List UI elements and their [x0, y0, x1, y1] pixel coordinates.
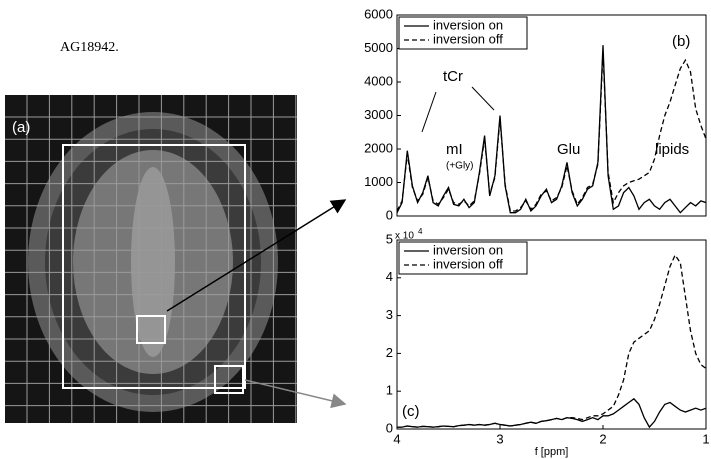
y-tick-label: 0 [386, 207, 393, 222]
annotation: tCr [443, 68, 463, 85]
y-multiplier-exp: 4 [418, 227, 423, 236]
series-line [397, 253, 706, 428]
y-tick-label: 2 [386, 345, 393, 360]
arrow [166, 199, 347, 312]
panel-label: (b) [672, 33, 690, 50]
y-multiplier: x 10 [395, 231, 414, 242]
plot-frame [396, 239, 707, 430]
arrow [244, 379, 347, 409]
x-tick-label: 4 [393, 431, 400, 446]
legend-label: inversion on [433, 17, 503, 32]
y-tick-label: 4000 [364, 73, 393, 88]
panel-label: (c) [402, 403, 420, 420]
series-line [397, 51, 706, 212]
y-tick-label: 0 [386, 420, 393, 435]
annotation: lipids [655, 141, 689, 158]
annotation: (+Gly) [446, 161, 474, 172]
series-line [397, 397, 706, 429]
y-tick-label: 1 [386, 383, 393, 398]
annotation: mI [446, 141, 463, 158]
x-tick-label: 3 [496, 431, 503, 446]
plot-area [397, 253, 706, 429]
panel-label: (a) [12, 119, 30, 136]
y-tick-label: 2000 [364, 140, 393, 155]
y-tick-label: 6000 [364, 6, 393, 21]
legend-box [398, 241, 528, 275]
x-tick-label: 2 [599, 431, 606, 446]
y-tick-label: 1000 [364, 174, 393, 189]
legend-label: inversion off [433, 256, 503, 271]
annotation-line [471, 86, 495, 111]
x-axis-label: f [ppm] [535, 446, 569, 458]
annotation-line [421, 91, 437, 133]
text-fragment: AG18942. [60, 40, 119, 55]
legend-label: inversion on [433, 242, 503, 257]
y-tick-label: 3 [386, 307, 393, 322]
y-tick-label: 4 [386, 269, 393, 284]
y-tick-label: 3000 [364, 107, 393, 122]
y-tick-label: 5000 [364, 40, 393, 55]
annotation: Glu [557, 141, 580, 158]
mri-image [5, 95, 297, 423]
legend-label: inversion off [433, 31, 503, 46]
plot-area [397, 45, 706, 214]
y-tick-label: 5 [386, 231, 393, 246]
legend-box [398, 16, 528, 50]
x-tick-label: 1 [702, 431, 709, 446]
series-line [397, 45, 706, 214]
